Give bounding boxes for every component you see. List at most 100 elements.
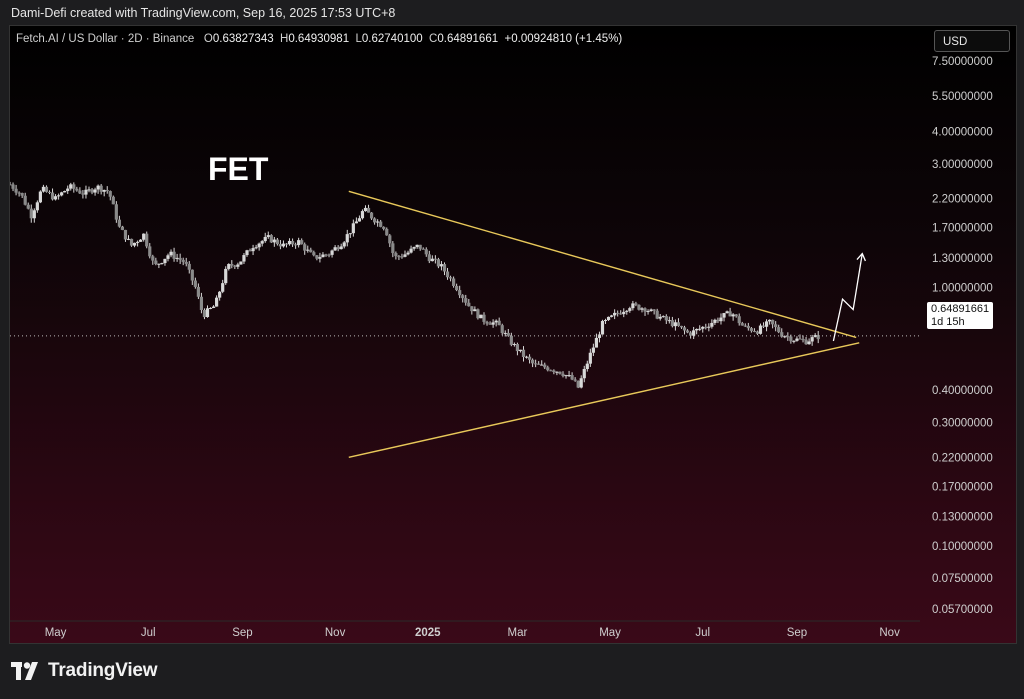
bar-countdown: 1d 15h <box>931 316 965 328</box>
candle-body <box>734 314 738 317</box>
candle-body <box>63 191 67 193</box>
y-tick-label: 1.30000000 <box>932 253 993 265</box>
candle-body <box>606 316 611 321</box>
high-label: H <box>280 33 289 45</box>
candle-body <box>500 325 504 333</box>
candle-body <box>160 263 164 265</box>
candle-body <box>300 240 304 245</box>
candle-body <box>643 308 647 312</box>
candle-body <box>385 228 389 236</box>
candle-body <box>619 313 623 315</box>
low-label: L <box>355 33 362 45</box>
candle-body <box>752 330 757 332</box>
candle-body <box>139 239 143 242</box>
tradingview-logo[interactable]: TradingView <box>11 658 158 684</box>
candle-body <box>670 320 674 327</box>
candle-body <box>406 252 410 255</box>
lower-trendline <box>348 342 860 459</box>
candle-body <box>245 250 249 256</box>
high-value: 0.64930981 <box>288 33 350 45</box>
y-tick-label: 0.10000000 <box>932 541 993 553</box>
candle-body <box>53 196 58 200</box>
candle-body <box>564 375 568 377</box>
candle-body <box>467 302 471 307</box>
x-tick-label: Jul <box>141 627 156 639</box>
currency-button[interactable]: USD <box>934 30 1010 52</box>
candle-body <box>713 319 717 323</box>
candle-body <box>29 208 33 219</box>
candle-body <box>10 184 12 186</box>
candle-body <box>552 370 556 372</box>
candle-body <box>515 344 520 352</box>
candle-body <box>224 268 228 284</box>
candle-body <box>704 326 708 328</box>
candle-body <box>488 323 492 325</box>
candle-body <box>409 248 413 253</box>
y-tick-label: 1.00000000 <box>932 282 993 294</box>
chart-panel[interactable]: 7.50000000 5.50000000 4.00000000 3.00000000… <box>9 25 1017 644</box>
price-chart-svg[interactable]: 7.50000000 5.50000000 4.00000000 3.00000000… <box>10 26 1016 643</box>
candle-body <box>126 238 131 240</box>
candle-body <box>354 221 358 224</box>
candle-body <box>445 271 450 278</box>
candle-body <box>603 320 608 322</box>
candle-body <box>169 251 173 256</box>
candle-body <box>108 191 112 197</box>
candle-body <box>263 236 267 242</box>
symbol-description[interactable]: Fetch.AI / US Dollar · 2D · Binance <box>16 33 195 45</box>
candle-body <box>685 330 690 333</box>
candle-body <box>114 204 118 220</box>
y-tick-label: 7.50000000 <box>932 56 993 68</box>
candle-body <box>90 189 94 193</box>
candle-body <box>211 306 216 308</box>
candle-body <box>369 212 374 219</box>
candle-body <box>363 207 368 212</box>
candle-body <box>221 283 225 292</box>
y-tick-label: 0.13000000 <box>932 511 993 523</box>
candle-body <box>658 316 662 319</box>
candle-body <box>157 263 161 265</box>
candle-body <box>172 251 176 259</box>
candle-body <box>190 269 194 281</box>
candle-body <box>573 379 577 381</box>
candle-body <box>69 184 73 189</box>
candle-body <box>719 317 723 322</box>
candle-body <box>424 249 428 255</box>
candle-body <box>178 257 182 260</box>
candle-body <box>798 338 802 340</box>
candle-body <box>743 325 747 327</box>
candle-body <box>758 325 763 334</box>
candle-body <box>455 285 459 291</box>
candle-body <box>777 327 781 333</box>
candle-body <box>625 310 629 312</box>
x-tick-label: May <box>45 627 67 639</box>
candle-body <box>761 325 766 327</box>
candle-body <box>506 332 510 336</box>
close-value: 0.64891661 <box>437 33 499 45</box>
candle-body <box>509 335 513 345</box>
candle-body <box>306 249 310 251</box>
candle-body <box>38 191 42 203</box>
candle-body <box>664 316 668 321</box>
candle-body <box>783 336 787 338</box>
candle-body <box>81 193 85 195</box>
candle-body <box>452 278 456 286</box>
candle-body <box>649 309 653 312</box>
candle-body <box>646 311 650 313</box>
candle-body <box>272 239 276 243</box>
candle-body <box>102 189 106 192</box>
candle-body <box>327 254 331 256</box>
candle-body <box>415 244 419 248</box>
candle-body <box>737 316 741 324</box>
candle-body <box>567 375 571 377</box>
candle-body <box>379 221 383 227</box>
y-tick-label: 0.07500000 <box>932 573 993 585</box>
candle-body <box>333 247 337 251</box>
last-price-tag: 0.64891661 1d 15h <box>927 302 993 329</box>
y-tick-label: 0.40000000 <box>932 385 993 397</box>
candle-body <box>464 298 468 303</box>
candle-body <box>345 234 349 243</box>
candle-body <box>32 210 36 219</box>
brand-wordmark: TradingView <box>48 660 158 681</box>
candle-body <box>561 373 565 376</box>
